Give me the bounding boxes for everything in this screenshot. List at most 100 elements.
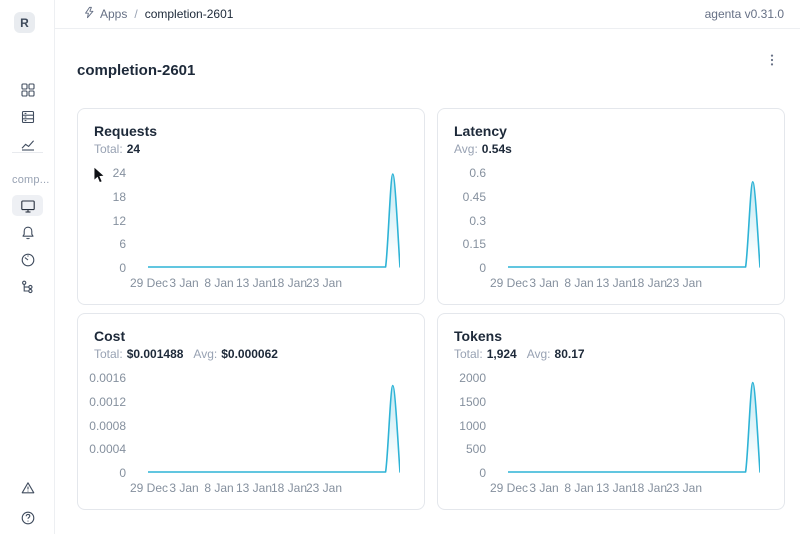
stat-label: Total: [94,347,123,361]
y-axis-tick: 12 [112,213,126,228]
y-axis-tick: 0.0016 [89,371,126,385]
stat: Avg: $0.000062 [193,347,278,361]
x-axis-tick: 8 Jan [204,276,234,290]
sidebar-app-nav [0,195,55,297]
app-version-label: agenta v0.31.0 [704,7,784,21]
x-axis-tick: 3 Jan [529,276,559,290]
y-axis-tick: 0.0004 [89,442,126,457]
gauge-icon [20,252,36,268]
breadcrumb: Apps / completion-2601 [83,6,233,22]
current-app-label: comp... [12,174,50,186]
x-axis-tick: 13 Jan [235,276,273,290]
stat: Total: 24 [94,142,140,156]
y-axis-tick: 0.6 [469,166,486,180]
breadcrumb-apps-label: Apps [100,7,128,21]
stat-label: Avg: [193,347,218,361]
stat-value: $0.000062 [221,347,278,361]
x-axis-tick: 8 Jan [564,481,594,495]
metric-card-tokens: Tokens Total: 1,924 Avg: 80.17 2000 1500 1000 50… [437,313,785,510]
tokens-line-chart[interactable] [508,378,760,474]
metric-card-requests: Requests Total: 24 24 18 12 6 0 29 Dec 3 Jan 8 Jan… [77,108,425,305]
sidebar-main-nav [0,79,55,154]
x-axis-tick: 8 Jan [204,481,234,495]
breadcrumb-current: completion-2601 [144,7,234,21]
x-axis-tick: 18 Jan [630,276,668,290]
lightning-icon [83,6,95,22]
metric-card-latency: Latency Avg: 0.54s 0.6 0.45 0.3 0.15 0 29 Dec 3 J… [437,108,785,305]
stat-label: Avg: [454,142,478,156]
question-circle-icon [20,510,36,526]
workspace-avatar[interactable]: R [14,12,35,33]
x-axis-tick: 13 Jan [595,481,633,495]
y-axis-tick: 1500 [459,394,486,409]
y-axis-tick: 0.0008 [89,418,126,433]
stat-value: 80.17 [554,347,585,361]
x-axis-tick: 23 Jan [665,276,703,290]
y-axis-tick: 0.3 [469,213,486,228]
x-axis-tick: 18 Jan [630,481,668,495]
stat: Avg: 80.17 [527,347,585,361]
stat-value: 24 [126,142,141,156]
y-axis-tick: 0 [479,261,486,275]
sidebar-item-help[interactable] [12,507,43,528]
y-axis-tick: 0 [119,261,126,275]
x-axis-tick: 29 Dec [129,481,169,495]
monitor-icon [20,198,36,214]
x-axis-tick: 3 Jan [169,481,199,495]
y-axis-tick: 0.15 [462,237,486,252]
stat-label: Total: [94,142,123,156]
x-axis-tick: 18 Jan [270,481,308,495]
apps-grid-icon [20,82,36,98]
stat-value: 1,924 [486,347,517,361]
sidebar-item-alerts[interactable] [12,477,43,498]
stat-value: 0.54s [481,142,512,156]
breadcrumb-apps-link[interactable]: Apps [83,6,127,22]
y-axis-tick: 18 [112,189,126,204]
sidebar-item-apps[interactable] [12,79,43,100]
cost-line-chart[interactable] [148,378,400,474]
vertical-ellipsis-icon [765,53,779,72]
y-axis-tick: 0.0012 [89,394,126,409]
card-title-cost: Cost [94,328,126,344]
x-axis-tick: 23 Jan [305,481,343,495]
stat: Total: $0.001488 [94,347,183,361]
y-axis-tick: 0 [479,466,486,480]
stat-value: $0.001488 [126,347,184,361]
x-axis-tick: 3 Jan [529,481,559,495]
y-axis-tick: 0 [119,466,126,480]
sidebar: R [0,0,55,534]
line-chart-icon [20,136,36,152]
x-axis-tick: 13 Jan [595,276,633,290]
y-axis-tick: 6 [119,237,126,252]
requests-line-chart[interactable] [148,173,400,269]
sidebar-item-notifications[interactable] [12,222,43,243]
page-title: completion-2601 [77,62,196,80]
breadcrumb-separator: / [134,7,138,21]
sidebar-item-traces[interactable] [12,276,43,297]
card-title-tokens: Tokens [454,328,502,344]
page-menu-button[interactable] [762,52,782,72]
latency-line-chart[interactable] [508,173,760,269]
sidebar-item-endpoints[interactable] [12,249,43,270]
metric-card-cost: Cost Total: $0.001488 Avg: $0.000062 0.0016 0.… [77,313,425,510]
card-stats: Total: $0.001488 Avg: $0.000062 [94,347,278,361]
stat-label: Total: [454,347,483,361]
x-axis-tick: 3 Jan [169,276,199,290]
x-axis-tick: 23 Jan [665,481,703,495]
y-axis-tick: 1000 [459,418,486,433]
sidebar-item-evaluations[interactable] [12,133,43,154]
x-axis-tick: 18 Jan [270,276,308,290]
sidebar-item-test-sets[interactable] [12,106,43,127]
sidebar-footer-nav [0,477,55,528]
card-title-latency: Latency [454,123,507,139]
x-axis-tick: 29 Dec [129,276,169,290]
sidebar-item-overview[interactable] [12,195,43,216]
y-axis-tick: 0.45 [462,189,486,204]
bell-icon [20,225,36,241]
stat: Avg: 0.54s [454,142,512,156]
rows-table-icon [20,109,36,125]
y-axis-tick: 24 [112,166,126,180]
top-header: Apps / completion-2601 agenta v0.31.0 [55,0,800,29]
card-stats: Total: 1,924 Avg: 80.17 [454,347,585,361]
